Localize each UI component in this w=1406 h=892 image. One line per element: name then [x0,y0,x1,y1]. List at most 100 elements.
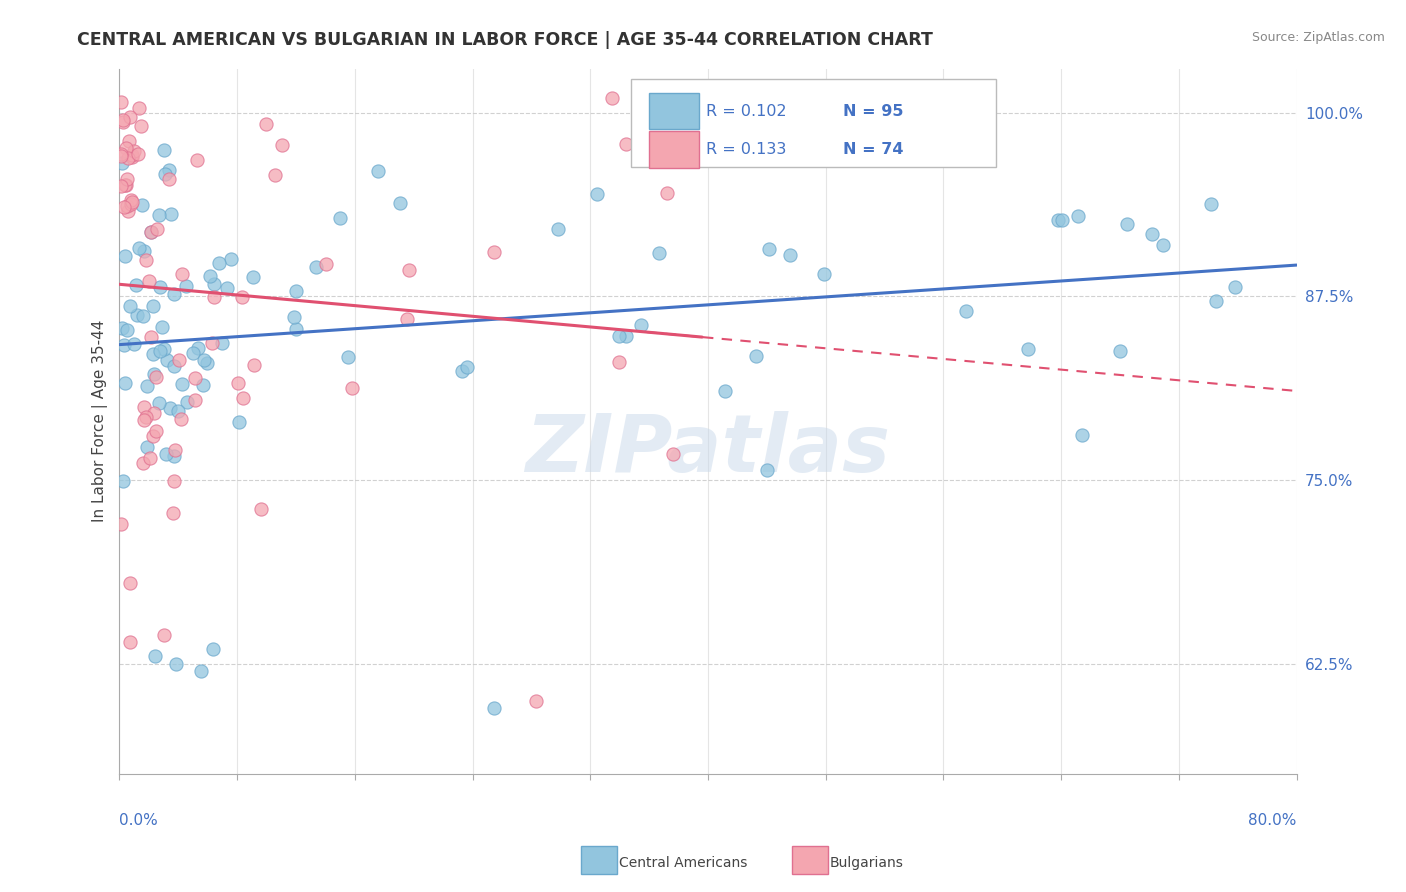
Y-axis label: In Labor Force | Age 35-44: In Labor Force | Age 35-44 [93,320,108,523]
Point [193,353,215,368]
Point [155,447,177,461]
Point [211,336,233,351]
Point [243,358,266,372]
Text: Bulgarians: Bulgarians [830,855,904,870]
Point [127,308,149,322]
Point [165,443,187,458]
Point [744,349,766,363]
Point [174,278,197,293]
Point [228,415,250,429]
Point [152,628,174,642]
Point [396,311,419,326]
Point [176,395,198,409]
FancyBboxPatch shape [650,131,699,168]
Point [201,642,224,657]
FancyBboxPatch shape [631,79,997,168]
Point [163,359,186,373]
Point [285,285,308,299]
Point [186,153,208,167]
Point [779,247,801,261]
Point [149,280,172,294]
Point [450,364,472,378]
Point [112,200,135,214]
Point [614,137,637,152]
Point [141,225,163,239]
Text: N = 95: N = 95 [844,103,904,119]
Point [226,376,249,391]
Point [128,101,150,115]
Point [120,634,142,648]
Point [111,320,134,334]
Point [118,134,141,148]
Point [125,278,148,293]
Point [547,222,569,236]
Text: Source: ZipAtlas.com: Source: ZipAtlas.com [1251,31,1385,45]
Point [142,368,165,382]
Point [264,168,287,182]
Point [167,353,190,368]
Point [187,341,209,355]
Point [165,657,187,671]
Point [183,393,205,408]
Text: 0.0%: 0.0% [120,813,159,828]
Point [484,245,506,260]
Point [756,463,779,477]
Point [1067,209,1090,223]
Point [135,252,157,267]
Point [139,450,162,465]
Point [167,403,190,417]
Point [1223,280,1246,294]
Point [200,268,222,283]
FancyBboxPatch shape [650,93,699,129]
Point [114,338,136,352]
Point [609,355,631,369]
Point [1050,213,1073,227]
Point [250,502,273,516]
Point [254,117,277,131]
Point [127,147,149,161]
Point [1205,294,1227,309]
Point [655,186,678,200]
Point [148,396,170,410]
Point [135,378,157,392]
Point [183,346,205,360]
Point [132,456,155,470]
Point [159,207,181,221]
Point [170,412,193,426]
Point [118,299,141,313]
Point [524,693,547,707]
Point [114,178,136,192]
Point [183,371,205,385]
Point [1140,227,1163,241]
Text: Central Americans: Central Americans [619,855,747,870]
Point [162,506,184,520]
Point [337,350,360,364]
Point [157,163,180,178]
Point [482,701,505,715]
Point [813,267,835,281]
Point [143,649,166,664]
Point [149,343,172,358]
Point [117,151,139,165]
Point [170,377,193,392]
Point [159,401,181,415]
Point [117,204,139,219]
Point [115,323,138,337]
Point [141,330,163,344]
Point [143,407,166,421]
Point [128,241,150,255]
Point [647,246,669,260]
Point [121,147,143,161]
Text: R = 0.133: R = 0.133 [706,142,786,157]
Point [110,517,132,532]
Point [1071,428,1094,442]
Point [713,384,735,399]
Text: CENTRAL AMERICAN VS BULGARIAN IN LABOR FORCE | AGE 35-44 CORRELATION CHART: CENTRAL AMERICAN VS BULGARIAN IN LABOR F… [77,31,934,49]
Point [955,303,977,318]
Point [148,208,170,222]
Point [132,400,155,414]
Text: R = 0.102: R = 0.102 [706,103,786,119]
Point [120,193,142,207]
Point [202,289,225,303]
Point [163,287,186,301]
